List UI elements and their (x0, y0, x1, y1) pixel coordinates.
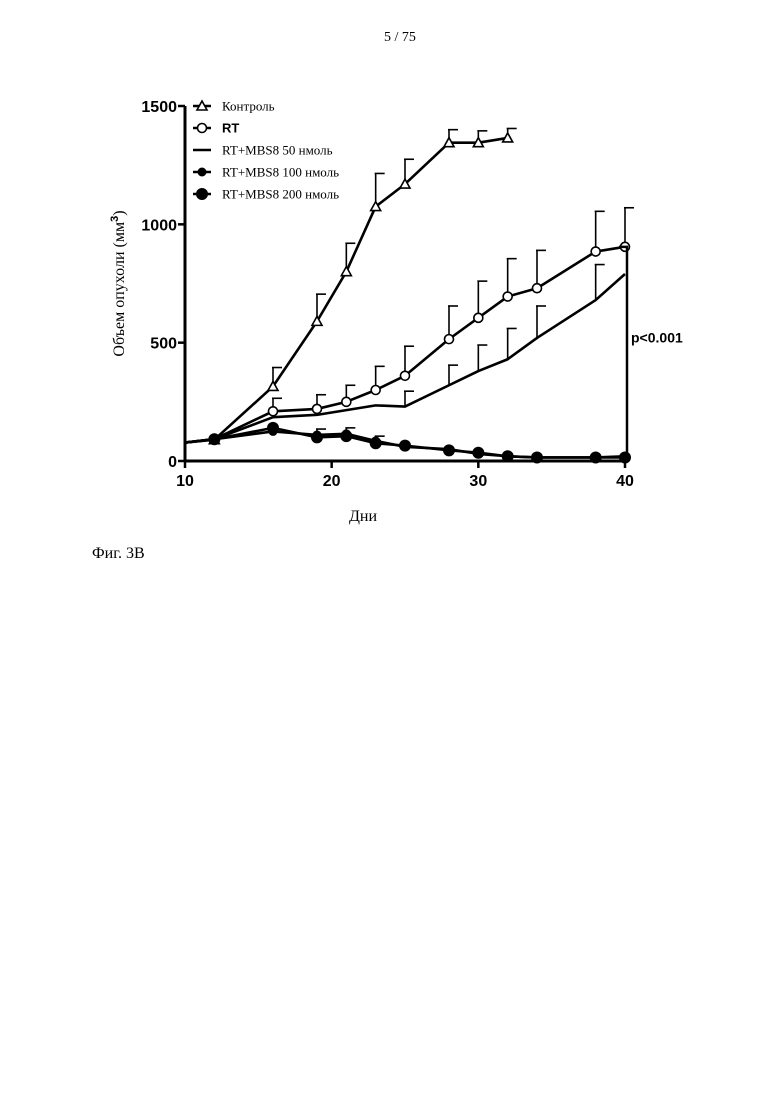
legend-entry-0: Контроль (193, 99, 275, 114)
data-point (198, 168, 207, 177)
data-point (443, 444, 455, 456)
data-point (371, 386, 380, 395)
data-point (313, 404, 322, 413)
data-point (445, 335, 454, 344)
x-axis-title: Дни (349, 508, 377, 525)
data-point (208, 433, 220, 445)
figure-caption: Фиг. 3B (92, 545, 145, 563)
legend-entry-1: RT (193, 121, 239, 136)
legend-label: RT+MBS8 200 нмоль (222, 187, 339, 202)
chart-svg: 0 500 1000 1500 10 20 30 40 Контроль RT RT+MBS8 5… (0, 0, 780, 560)
y-axis-title-main: Объем опухоли (мм (111, 222, 128, 357)
data-point (472, 447, 484, 459)
legend-label: RT+MBS8 50 нмоль (222, 143, 333, 158)
p-value-annotation: p<0.001 (631, 330, 683, 346)
legend-label: RT+MBS8 100 нмоль (222, 165, 339, 180)
y-tick-label: 0 (168, 454, 177, 471)
data-point (267, 422, 279, 434)
data-point (591, 247, 600, 256)
legend-entry-4: RT+MBS8 200 нмоль (193, 187, 339, 202)
data-point (370, 437, 382, 449)
data-point (340, 430, 352, 442)
data-point (196, 188, 208, 200)
y-axis-title-close: ) (111, 210, 128, 215)
tumor-volume-chart: 0 500 1000 1500 10 20 30 40 Контроль RT RT+MBS8 5… (0, 0, 780, 560)
data-point (401, 371, 410, 380)
data-point (399, 440, 411, 452)
x-tick-label: 10 (176, 473, 194, 490)
data-point (341, 267, 351, 276)
data-point (474, 313, 483, 322)
data-point (198, 124, 207, 133)
legend-label: RT (222, 121, 239, 136)
legend-entry-3: RT+MBS8 100 нмоль (193, 165, 339, 180)
legend-label: Контроль (222, 99, 275, 114)
series-4 (185, 422, 631, 464)
data-point (533, 284, 542, 293)
data-point (311, 431, 323, 443)
y-tick-label: 500 (150, 336, 177, 353)
series-1 (185, 208, 634, 444)
series-line (185, 247, 625, 443)
y-axis-title: Объем опухоли (мм3) (109, 210, 128, 356)
x-tick-label: 30 (469, 473, 487, 490)
legend-layer: Контроль RT RT+MBS8 50 нмоль RT+MBS8 100 нм… (193, 99, 339, 202)
x-tick-label: 40 (616, 473, 634, 490)
data-point (269, 407, 278, 416)
axes-layer: 0 500 1000 1500 10 20 30 40 (141, 99, 634, 490)
x-tick-label: 20 (323, 473, 341, 490)
y-tick-label: 1000 (141, 217, 177, 234)
data-point (342, 397, 351, 406)
legend-entry-2: RT+MBS8 50 нмоль (193, 143, 333, 158)
y-tick-label: 1500 (141, 99, 177, 116)
data-point (503, 292, 512, 301)
